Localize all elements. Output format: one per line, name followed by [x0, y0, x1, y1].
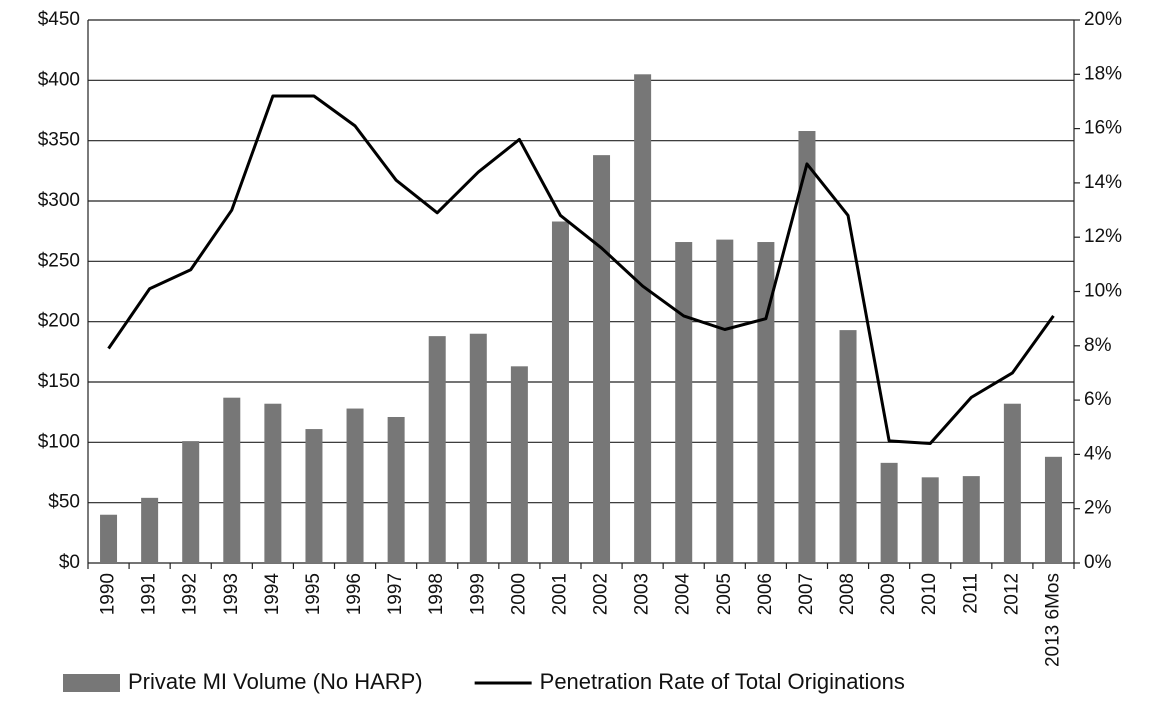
x-tick-label: 2001	[549, 573, 570, 615]
x-tick-label: 2009	[878, 573, 899, 615]
y2-tick-label: 14%	[1084, 172, 1122, 193]
y-tick-label: $50	[48, 492, 80, 513]
x-tick-label: 1997	[385, 573, 406, 615]
x-tick-label: 2000	[508, 573, 529, 615]
y-tick-label: $400	[38, 69, 80, 90]
bar	[182, 441, 200, 563]
x-tick-label: 2007	[796, 573, 817, 615]
bar	[798, 131, 816, 563]
bar	[675, 242, 693, 563]
x-tick-label: 1995	[303, 573, 324, 615]
x-tick-label: 2008	[837, 573, 858, 615]
y-tick-label: $450	[38, 9, 80, 30]
legend-label: Penetration Rate of Total Originations	[540, 669, 905, 694]
x-tick-label: 1999	[467, 573, 488, 615]
x-tick-label: 2005	[714, 573, 735, 615]
y2-tick-label: 10%	[1084, 281, 1122, 302]
bar	[1044, 456, 1062, 563]
bar	[593, 155, 611, 563]
x-tick-label: 1994	[262, 573, 283, 616]
bar	[551, 221, 569, 563]
y2-tick-label: 18%	[1084, 63, 1122, 84]
y2-tick-label: 8%	[1084, 335, 1112, 356]
x-tick-label: 2011	[960, 573, 981, 614]
y-tick-label: $350	[38, 130, 80, 151]
x-tick-label: 2010	[919, 573, 940, 615]
y2-tick-label: 4%	[1084, 443, 1112, 464]
x-tick-label: 2002	[591, 573, 612, 615]
x-tick-label: 1992	[180, 573, 201, 615]
bar	[141, 497, 159, 563]
y2-tick-label: 6%	[1084, 389, 1112, 410]
bar	[100, 514, 118, 563]
bar	[839, 330, 857, 563]
x-tick-label: 2013 6Mos	[1042, 573, 1063, 667]
y-tick-label: $150	[38, 371, 80, 392]
bar	[264, 403, 282, 563]
x-tick-label: 1991	[139, 573, 160, 615]
x-tick-label: 2003	[632, 573, 653, 615]
bar	[469, 333, 487, 563]
legend-swatch	[63, 674, 120, 692]
x-tick-label: 2012	[1001, 573, 1022, 615]
bar	[223, 397, 241, 563]
bar	[880, 462, 898, 563]
y2-tick-label: 16%	[1084, 118, 1122, 139]
y-tick-label: $0	[59, 552, 80, 573]
x-tick-label: 1993	[221, 573, 242, 615]
line	[107, 94, 1055, 446]
y2-tick-label: 2%	[1084, 498, 1112, 519]
bar	[346, 408, 364, 563]
bar	[634, 74, 652, 564]
bar	[428, 336, 446, 563]
x-tick-label: 2006	[755, 573, 776, 615]
x-tick-label: 2004	[673, 573, 694, 616]
y2-tick-label: 20%	[1084, 9, 1122, 30]
y-tick-label: $250	[38, 250, 80, 271]
y2-tick-label: 12%	[1084, 226, 1122, 247]
x-tick-label: 1998	[426, 573, 447, 615]
y-tick-label: $200	[38, 311, 80, 332]
bar	[305, 429, 323, 563]
bar	[510, 366, 528, 563]
bar	[387, 416, 405, 563]
y-tick-label: $100	[38, 431, 80, 452]
bar	[921, 477, 939, 563]
y2-tick-label: 0%	[1084, 552, 1112, 573]
bar	[757, 242, 775, 563]
bar	[1003, 403, 1021, 563]
x-tick-label: 1996	[344, 573, 365, 615]
bar	[716, 239, 734, 563]
x-tick-label: 1990	[98, 573, 119, 615]
y-tick-label: $300	[38, 190, 80, 211]
legend-label: Private MI Volume (No HARP)	[128, 669, 423, 694]
bar	[962, 476, 980, 563]
